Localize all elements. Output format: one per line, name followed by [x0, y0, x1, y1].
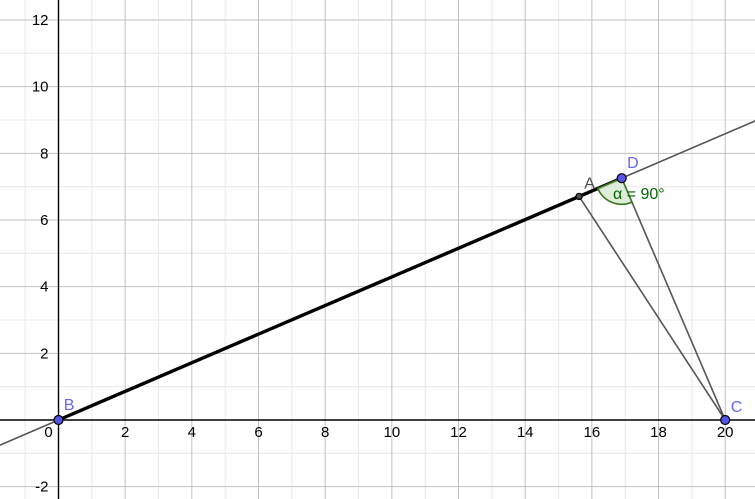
- svg-text:12: 12: [32, 12, 49, 29]
- svg-text:4: 4: [40, 279, 48, 296]
- svg-text:20: 20: [717, 424, 734, 441]
- svg-text:2: 2: [40, 345, 48, 362]
- svg-text:B: B: [64, 397, 75, 414]
- svg-text:D: D: [627, 155, 639, 172]
- svg-text:12: 12: [450, 424, 467, 441]
- svg-text:4: 4: [188, 424, 196, 441]
- svg-text:6: 6: [40, 212, 48, 229]
- svg-text:10: 10: [384, 424, 401, 441]
- svg-text:2: 2: [121, 424, 129, 441]
- svg-text:16: 16: [584, 424, 601, 441]
- svg-text:C: C: [731, 399, 743, 416]
- svg-text:8: 8: [40, 145, 48, 162]
- svg-text:10: 10: [32, 79, 49, 96]
- svg-text:0: 0: [44, 424, 52, 441]
- svg-text:14: 14: [517, 424, 534, 441]
- svg-text:18: 18: [650, 424, 667, 441]
- svg-text:A: A: [584, 176, 595, 193]
- svg-text:8: 8: [321, 424, 329, 441]
- svg-text:-2: -2: [35, 479, 48, 496]
- svg-text:6: 6: [254, 424, 262, 441]
- svg-text:α = 90°: α = 90°: [613, 186, 665, 203]
